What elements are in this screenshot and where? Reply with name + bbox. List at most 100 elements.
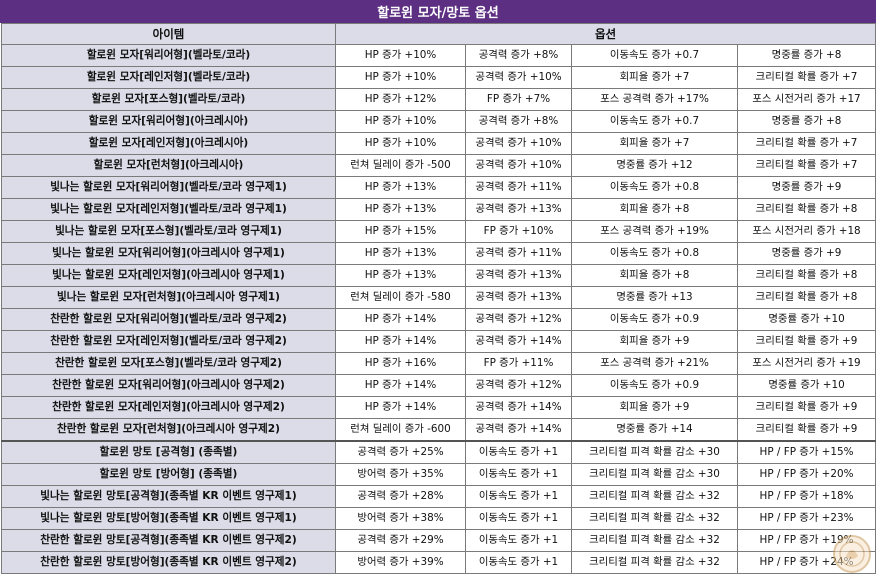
option-cell: 이동속도 증가 +1 — [465, 551, 572, 574]
item-name-cell: 할로윈 모자[워리어형](벨라토/코라) — [1, 44, 336, 67]
item-name-cell: 찬란한 할로윈 모자[레인저형](벨라토/코라 영구제2) — [1, 330, 336, 353]
table-row: 빛나는 할로윈 모자[레인저형](벨라토/코라 영구제1) HP 증가 +13% 공… — [1, 198, 876, 221]
option-cell: 공격력 증가 +10% — [465, 66, 572, 89]
option-cell: 회피율 증가 +9 — [571, 396, 738, 419]
option-cell: 공격력 증가 +10% — [465, 132, 572, 155]
option-cell: HP 증가 +14% — [335, 374, 466, 397]
header-item: 아이템 — [1, 23, 336, 45]
option-cell: 크리티컬 피격 확률 감소 +32 — [571, 551, 738, 574]
option-cell: 크리티컬 피격 확률 감소 +30 — [571, 463, 738, 486]
option-cell: 크리티컬 피격 확률 감소 +30 — [571, 440, 738, 464]
option-cell: 회피율 증가 +9 — [571, 330, 738, 353]
option-cell: 공격력 증가 +28% — [335, 485, 466, 508]
option-cell: 크리티컬 확률 증가 +9 — [736, 418, 876, 442]
option-cell: 방어력 증가 +38% — [335, 507, 466, 530]
table-row: 할로윈 망토 [방어형] (종족별) 방어력 증가 +35% 이동속도 증가 +1 크… — [1, 463, 876, 486]
table-row: 찬란한 할로윈 망토[방어형](종족별 KR 이벤트 영구제2) 방어력 증가 +… — [1, 551, 876, 574]
option-cell: HP 증가 +14% — [335, 396, 466, 419]
item-name-cell: 할로윈 망토 [방어형] (종족별) — [1, 463, 336, 486]
option-cell: 공격력 증가 +13% — [465, 198, 572, 221]
header-options: 옵션 — [334, 23, 876, 45]
option-cell: 이동속도 증가 +0.8 — [571, 176, 738, 199]
option-cell: 크리티컬 피격 확률 감소 +32 — [571, 507, 738, 530]
table-row: 할로윈 모자[포스형](벨라토/코라) HP 증가 +12% FP 증가 +7% 포스… — [1, 88, 876, 111]
table-row: 빛나는 할로윈 모자[워리어형](아크레시아 영구제1) HP 증가 +13% 공격… — [1, 242, 876, 265]
option-cell: 포스 시전거리 증가 +18 — [736, 220, 876, 243]
option-cell: HP / FP 증가 +15% — [736, 440, 876, 464]
item-name-cell: 할로윈 모자[워리어형](아크레시아) — [1, 110, 336, 133]
option-cell: 크리티컬 확률 증가 +9 — [736, 330, 876, 353]
option-cell: 크리티컬 확률 증가 +8 — [736, 286, 876, 309]
option-cell: 이동속도 증가 +1 — [465, 463, 572, 486]
item-name-cell: 찬란한 할로윈 모자[워리어형](벨라토/코라 영구제2) — [1, 308, 336, 331]
option-cell: FP 증가 +7% — [465, 88, 572, 111]
item-name-cell: 할로윈 모자[런처형](아크레시아) — [1, 154, 336, 177]
option-cell: HP 증가 +14% — [335, 308, 466, 331]
item-name-cell: 할로윈 망토 [공격형] (종족별) — [1, 440, 336, 464]
table-row: 찬란한 할로윈 모자[워리어형](아크레시아 영구제2) HP 증가 +14% 공격… — [1, 374, 876, 397]
option-cell: 공격력 증가 +13% — [465, 264, 572, 287]
option-cell: HP 증가 +13% — [335, 198, 466, 221]
option-cell: 명중률 증가 +8 — [736, 110, 876, 133]
option-cell: 공격력 증가 +11% — [465, 242, 572, 265]
table-row: 빛나는 할로윈 모자[포스형](벨라토/코라 영구제1) HP 증가 +15% FP… — [1, 220, 876, 243]
option-cell: 공격력 증가 +25% — [335, 440, 466, 464]
option-cell: 이동속도 증가 +1 — [465, 485, 572, 508]
option-cell: 공격력 증가 +10% — [465, 154, 572, 177]
table-row: 할로윈 모자[워리어형](아크레시아) HP 증가 +10% 공격력 증가 +8% 이… — [1, 110, 876, 133]
option-cell: 포스 공격력 증가 +21% — [571, 352, 738, 375]
option-cell: 명중률 증가 +13 — [571, 286, 738, 309]
item-name-cell: 찬란한 할로윈 망토[방어형](종족별 KR 이벤트 영구제2) — [1, 551, 336, 574]
option-cell: 공격력 증가 +14% — [465, 418, 572, 442]
table-row: 찬란한 할로윈 모자[레인저형](아크레시아 영구제2) HP 증가 +14% 공격… — [1, 396, 876, 419]
table-row: 할로윈 모자[레인저형](아크레시아) HP 증가 +10% 공격력 증가 +10%… — [1, 132, 876, 155]
item-name-cell: 빛나는 할로윈 모자[레인저형](아크레시아 영구제1) — [1, 264, 336, 287]
sheet-title: 할로윈 모자/망토 옵션 — [0, 0, 876, 23]
option-cell: 회피율 증가 +8 — [571, 264, 738, 287]
option-cell: 이동속도 증가 +0.9 — [571, 308, 738, 331]
option-cell: 명중률 증가 +8 — [736, 44, 876, 67]
table-row: 찬란한 할로윈 모자[워리어형](벨라토/코라 영구제2) HP 증가 +14% 공… — [1, 308, 876, 331]
item-name-cell: 빛나는 할로윈 모자[워리어형](아크레시아 영구제1) — [1, 242, 336, 265]
option-cell: 크리티컬 확률 증가 +7 — [736, 154, 876, 177]
option-cell: HP / FP 증가 +20% — [736, 463, 876, 486]
item-name-cell: 찬란한 할로윈 모자[포스형](벨라토/코라 영구제2) — [1, 352, 336, 375]
table-row: 빛나는 할로윈 모자[레인저형](아크레시아 영구제1) HP 증가 +13% 공격… — [1, 264, 876, 287]
option-cell: 크리티컬 확률 증가 +7 — [736, 132, 876, 155]
option-cell: HP / FP 증가 +18% — [736, 485, 876, 508]
option-cell: 크리티컬 피격 확률 감소 +32 — [571, 529, 738, 552]
option-cell: HP 증가 +12% — [335, 88, 466, 111]
option-cell: 명중률 증가 +9 — [736, 176, 876, 199]
option-cell: 이동속도 증가 +0.7 — [571, 110, 738, 133]
item-name-cell: 빛나는 할로윈 모자[워리어형](벨라토/코라 영구제1) — [1, 176, 336, 199]
option-cell: 공격력 증가 +8% — [465, 44, 572, 67]
header-row: 아이템 옵션 — [1, 23, 876, 45]
option-cell: 포스 공격력 증가 +19% — [571, 220, 738, 243]
option-cell: 이동속도 증가 +1 — [465, 507, 572, 530]
item-name-cell: 빛나는 할로윈 망토[방어형](종족별 KR 이벤트 영구제1) — [1, 507, 336, 530]
table-row: 찬란한 할로윈 모자[포스형](벨라토/코라 영구제2) HP 증가 +16% FP… — [1, 352, 876, 375]
option-cell: 크리티컬 확률 증가 +9 — [736, 396, 876, 419]
option-cell: 포스 시전거리 증가 +17 — [736, 88, 876, 111]
option-cell: 명중률 증가 +12 — [571, 154, 738, 177]
option-cell: 회피율 증가 +7 — [571, 132, 738, 155]
option-cell: HP 증가 +13% — [335, 176, 466, 199]
option-cell: 명중률 증가 +14 — [571, 418, 738, 442]
option-cell: 공격력 증가 +13% — [465, 286, 572, 309]
option-cell: HP / FP 증가 +23% — [736, 507, 876, 530]
item-name-cell: 찬란한 할로윈 모자[런처형](아크레시아 영구제2) — [1, 418, 336, 442]
table-row: 빛나는 할로윈 모자[런처형](아크레시아 영구제1) 런쳐 딜레이 증가 -58… — [1, 286, 876, 309]
option-cell: HP 증가 +15% — [335, 220, 466, 243]
item-name-cell: 할로윈 모자[포스형](벨라토/코라) — [1, 88, 336, 111]
option-cell: HP 증가 +13% — [335, 264, 466, 287]
option-cell: 명중률 증가 +9 — [736, 242, 876, 265]
table-row: 빛나는 할로윈 모자[워리어형](벨라토/코라 영구제1) HP 증가 +13% 공… — [1, 176, 876, 199]
option-cell: HP 증가 +13% — [335, 242, 466, 265]
option-cell: 공격력 증가 +14% — [465, 330, 572, 353]
table-row: 할로윈 망토 [공격형] (종족별) 공격력 증가 +25% 이동속도 증가 +1 크… — [1, 440, 876, 464]
option-cell: 이동속도 증가 +0.9 — [571, 374, 738, 397]
table-row: 빛나는 할로윈 망토[방어형](종족별 KR 이벤트 영구제1) 방어력 증가 +… — [1, 507, 876, 530]
option-cell: 포스 시전거리 증가 +19 — [736, 352, 876, 375]
option-cell: 이동속도 증가 +1 — [465, 440, 572, 464]
